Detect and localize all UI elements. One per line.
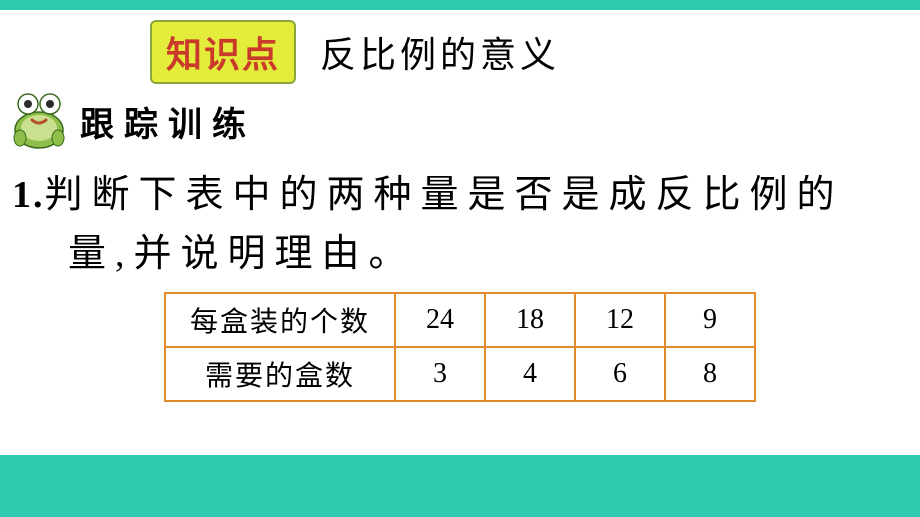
knowledge-badge: 知识点 [150, 20, 296, 84]
subheader-label: 跟踪训练 [80, 97, 256, 146]
question-line-2: 量,并说明理由。 [68, 225, 908, 284]
table-row: 每盒装的个数 24 18 12 9 [165, 293, 755, 347]
question-text-1: 判断下表中的两种量是否是成反比例的 [45, 174, 844, 216]
row-label: 需要的盒数 [165, 347, 395, 401]
question-number: 1. [12, 174, 45, 216]
table-row: 需要的盒数 3 4 6 8 [165, 347, 755, 401]
cell: 24 [395, 293, 485, 347]
cell: 12 [575, 293, 665, 347]
content-area: 知识点 反比例的意义 跟踪训练 1.判断下表中的两种量是否是成反比例的 量,并说… [0, 10, 920, 455]
cell: 3 [395, 347, 485, 401]
table-wrap: 每盒装的个数 24 18 12 9 需要的盒数 3 4 6 8 [0, 292, 920, 402]
cell: 8 [665, 347, 755, 401]
cell: 18 [485, 293, 575, 347]
header-row: 知识点 反比例的意义 [150, 20, 920, 84]
cell: 6 [575, 347, 665, 401]
subheader-row: 跟踪训练 [6, 90, 920, 152]
cell: 4 [485, 347, 575, 401]
question-block: 1.判断下表中的两种量是否是成反比例的 量,并说明理由。 [12, 166, 908, 284]
row-label: 每盒装的个数 [165, 293, 395, 347]
data-table: 每盒装的个数 24 18 12 9 需要的盒数 3 4 6 8 [164, 292, 756, 402]
page-title: 反比例的意义 [320, 26, 560, 78]
question-line-1: 1.判断下表中的两种量是否是成反比例的 [12, 166, 908, 225]
cell: 9 [665, 293, 755, 347]
mascot-icon [6, 90, 72, 152]
